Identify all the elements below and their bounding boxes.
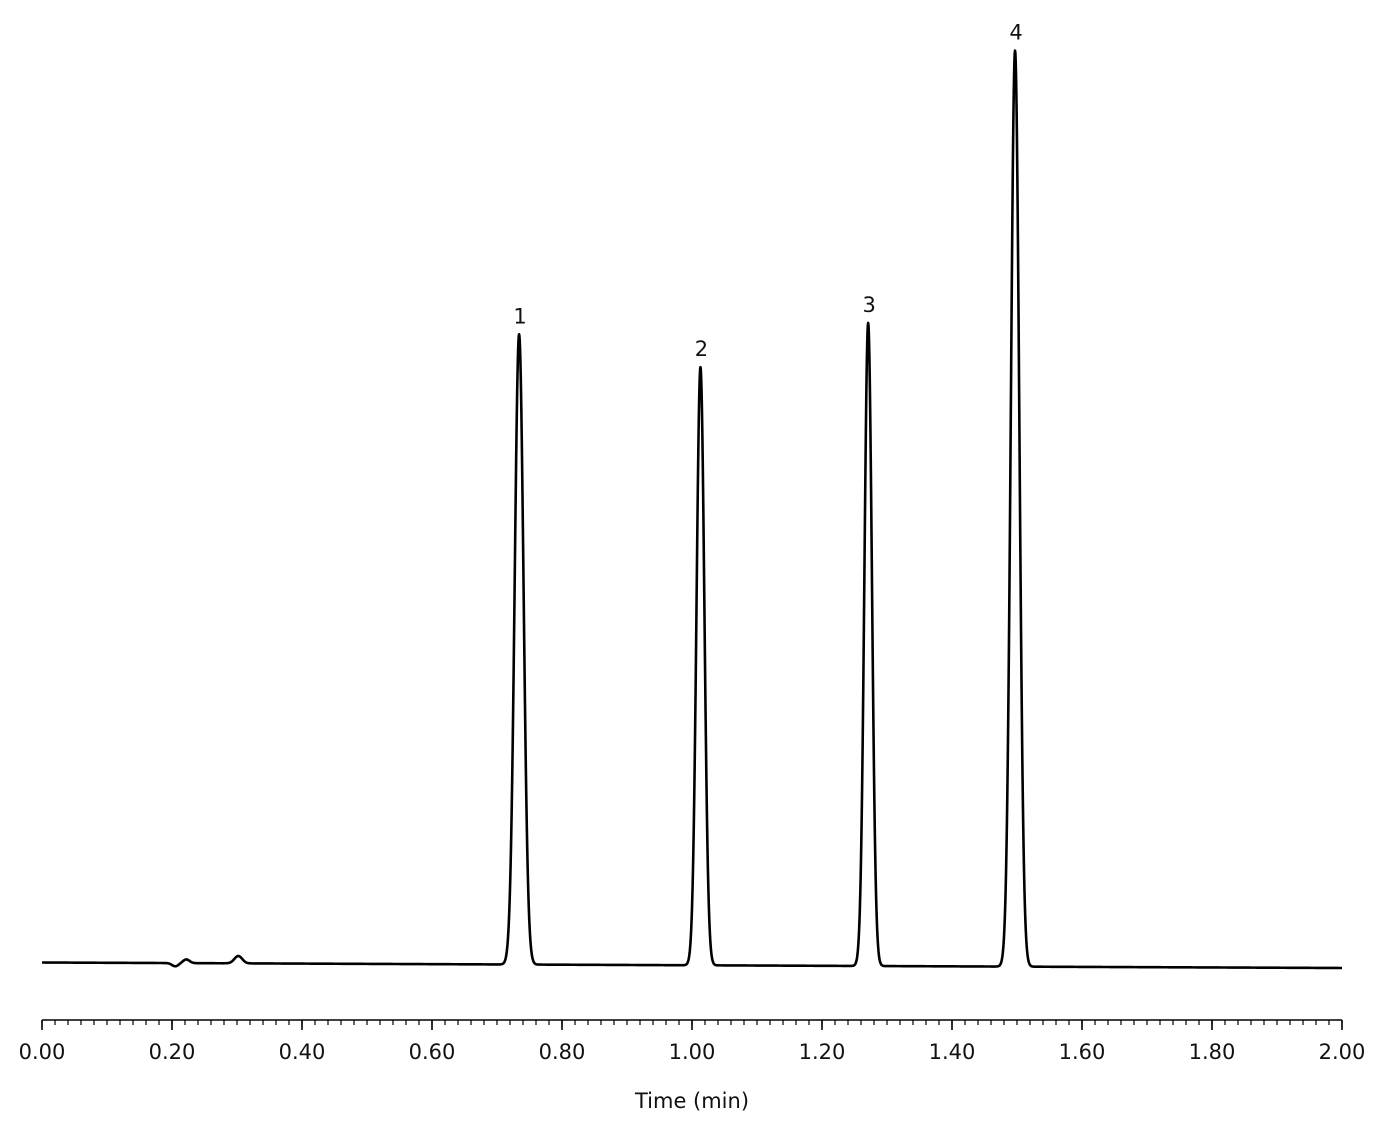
x-tick-label: 1.80 (1189, 1040, 1236, 1064)
x-tick-label: 1.20 (799, 1040, 846, 1064)
x-tick-label: 0.60 (409, 1040, 456, 1064)
x-tick-label: 1.00 (669, 1040, 716, 1064)
peak-label-1: 1 (513, 304, 526, 328)
x-tick-label: 0.00 (19, 1040, 66, 1064)
peak-label-2: 2 (695, 337, 708, 361)
x-tick-label: 0.20 (149, 1040, 196, 1064)
chromatogram-trace (41, 49, 1343, 970)
x-tick-label: 0.80 (539, 1040, 586, 1064)
peak-labels: 1 2 3 4 (513, 21, 1022, 362)
x-tick-label: 0.40 (279, 1040, 326, 1064)
peak-label-4: 4 (1009, 21, 1022, 45)
x-axis-title: Time (min) (634, 1089, 749, 1113)
peak-label-3: 3 (862, 293, 875, 317)
x-axis: 0.00 0.20 0.40 0.60 0.80 1.00 1.20 1.40 1.60 1.80… (19, 1019, 1366, 1064)
x-tick-label: 2.00 (1319, 1040, 1366, 1064)
x-tick-label: 1.60 (1059, 1040, 1106, 1064)
x-tick-label: 1.40 (929, 1040, 976, 1064)
